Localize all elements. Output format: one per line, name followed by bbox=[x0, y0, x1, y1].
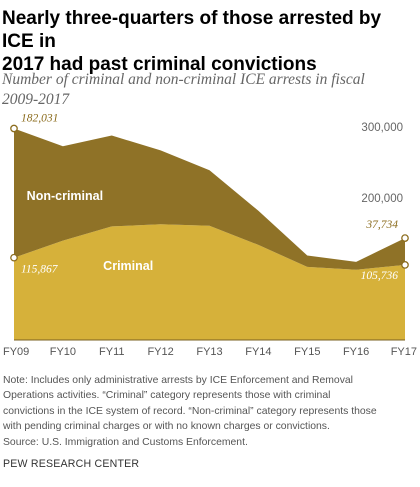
data-label: 105,736 bbox=[361, 270, 399, 282]
data-label: 115,867 bbox=[21, 264, 59, 276]
x-tick-label: FY14 bbox=[245, 346, 271, 358]
y-tick-label: 300,000 bbox=[361, 122, 403, 134]
data-point-marker bbox=[10, 124, 18, 133]
x-tick-label: FY09 bbox=[3, 346, 29, 358]
x-tick-label: FY10 bbox=[50, 346, 76, 358]
data-label: 182,031 bbox=[21, 113, 58, 125]
chart-title: Nearly three-quarters of those arrested … bbox=[2, 7, 414, 76]
area-non-criminal bbox=[14, 128, 405, 270]
note-line: convictions in the ICE system of record.… bbox=[3, 405, 377, 417]
value-annotations: 182,031 115,867 37,734 105,736 bbox=[10, 113, 409, 282]
source-line: Source: U.S. Immigration and Customs Enf… bbox=[3, 436, 248, 448]
x-tick-label: FY11 bbox=[99, 346, 124, 358]
note-line: with pending criminal charges or with no… bbox=[3, 421, 330, 433]
x-tick-label: FY13 bbox=[196, 346, 222, 358]
pew-research-center-credit: PEW RESEARCH CENTER bbox=[3, 458, 140, 470]
chart-note: Note: Includes only administrative arres… bbox=[3, 373, 417, 450]
data-point-marker bbox=[401, 261, 409, 269]
data-point-marker bbox=[401, 234, 409, 242]
chart-subtitle-line: Number of criminal and non-criminal ICE … bbox=[2, 71, 365, 88]
data-point-marker bbox=[10, 253, 18, 262]
y-tick-label: 200,000 bbox=[361, 193, 403, 205]
chart-subtitle-line: 2009-2017 bbox=[2, 91, 70, 108]
x-tick-label: FY15 bbox=[294, 346, 320, 358]
data-label: 37,734 bbox=[365, 219, 398, 231]
chart-subtitle: Number of criminal and non-criminal ICE … bbox=[2, 70, 414, 110]
x-axis-ticks: FY09 FY10 FY11 FY12 FY13 FY14 FY15 FY16 FY17 bbox=[3, 346, 417, 358]
note-line: Note: Includes only administrative arres… bbox=[3, 375, 353, 386]
x-tick-label: FY12 bbox=[147, 346, 173, 358]
note-line: Operations activities. “Criminal” catego… bbox=[3, 390, 331, 402]
area-criminal bbox=[14, 224, 405, 340]
x-tick-label: FY16 bbox=[343, 346, 369, 358]
chart-title-line: Nearly three-quarters of those arrested … bbox=[2, 8, 382, 52]
series-label-non-criminal: Non-criminal bbox=[27, 189, 103, 203]
x-tick-label: FY17 bbox=[391, 346, 417, 358]
chart-title-line: 2017 had past criminal convictions bbox=[2, 54, 317, 75]
y-axis-ticks: 200,000 300,000 bbox=[361, 122, 403, 205]
series-label-criminal: Criminal bbox=[103, 259, 153, 273]
